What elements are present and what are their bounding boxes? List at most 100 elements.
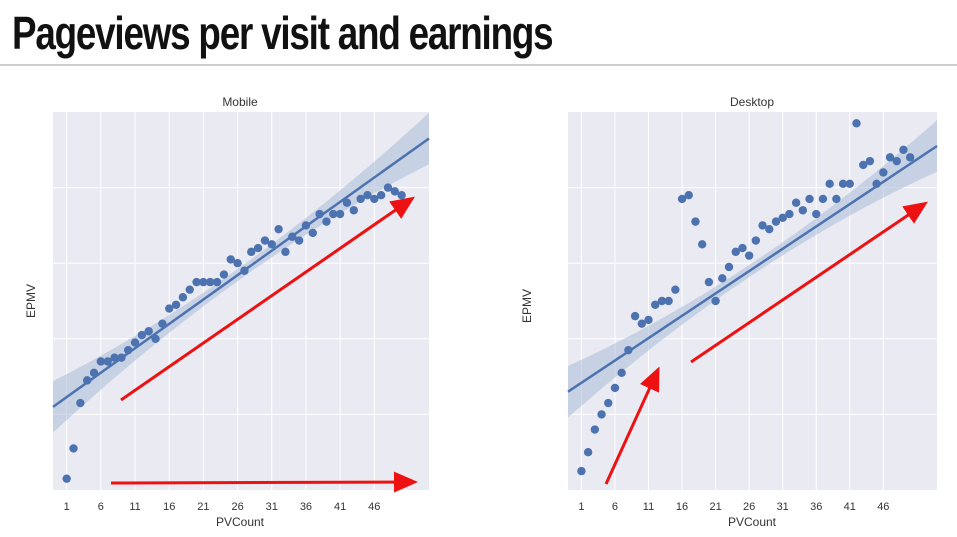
desktop-data-point bbox=[644, 315, 653, 325]
desktop-data-point bbox=[859, 160, 868, 170]
desktop-data-point bbox=[805, 194, 814, 204]
mobile-x-tick-label: 41 bbox=[334, 501, 346, 513]
desktop-data-point bbox=[617, 368, 626, 378]
desktop-data-point bbox=[651, 300, 660, 309]
mobile-arrow-flat bbox=[110, 471, 418, 493]
desktop-data-point bbox=[610, 383, 620, 393]
mobile-data-point bbox=[117, 353, 126, 362]
desktop-data-point bbox=[704, 277, 714, 287]
desktop-data-point bbox=[798, 206, 808, 215]
desktop-arrow-steep bbox=[604, 366, 660, 485]
desktop-data-point bbox=[899, 145, 908, 154]
mobile-data-point bbox=[335, 209, 345, 219]
desktop-data-point bbox=[677, 194, 687, 204]
mobile-chart: Mobile 1 6 11 16 21 26 31 36 41 46 PVCount EPMV bbox=[24, 95, 430, 529]
desktop-chart: Desktop 1 6 11 16 21 26 31 36 41 46 PVCount EPMV bbox=[520, 95, 938, 529]
mobile-data-point bbox=[69, 444, 78, 453]
desktop-x-tick-label: 36 bbox=[810, 501, 822, 513]
desktop-data-point bbox=[657, 296, 667, 306]
mobile-x-tick-label: 46 bbox=[368, 501, 380, 513]
desktop-data-point bbox=[865, 156, 875, 166]
desktop-data-point bbox=[664, 296, 673, 306]
mobile-data-point bbox=[226, 255, 235, 264]
desktop-x-tick-label: 16 bbox=[676, 501, 688, 513]
desktop-data-point bbox=[684, 190, 693, 200]
mobile-data-point bbox=[329, 209, 338, 219]
desktop-data-point bbox=[791, 198, 801, 207]
mobile-data-point bbox=[62, 474, 71, 483]
mobile-data-point bbox=[137, 330, 147, 340]
mobile-data-point bbox=[199, 277, 208, 287]
mobile-data-point bbox=[82, 376, 92, 385]
mobile-data-point bbox=[267, 240, 276, 249]
desktop-data-point bbox=[691, 217, 700, 226]
desktop-x-tick-label: 46 bbox=[877, 501, 889, 513]
mobile-data-point bbox=[308, 228, 317, 238]
desktop-y-axis-label: EPMV bbox=[520, 289, 534, 323]
mobile-x-tick-label: 1 bbox=[64, 501, 70, 513]
desktop-data-point bbox=[697, 240, 707, 249]
desktop-data-point bbox=[577, 466, 586, 476]
desktop-data-point bbox=[758, 221, 767, 230]
desktop-x-tick-label: 41 bbox=[844, 501, 856, 513]
mobile-data-point bbox=[219, 270, 229, 279]
mobile-data-point bbox=[390, 187, 400, 196]
mobile-data-point bbox=[342, 198, 352, 207]
mobile-data-point bbox=[397, 190, 406, 200]
desktop-data-point bbox=[624, 345, 633, 355]
mobile-data-point bbox=[110, 353, 119, 362]
desktop-data-point bbox=[832, 194, 841, 204]
mobile-data-point bbox=[301, 221, 311, 230]
mobile-x-tick-label: 16 bbox=[163, 501, 175, 513]
mobile-data-point bbox=[294, 236, 304, 245]
desktop-data-point bbox=[785, 209, 794, 219]
mobile-data-point bbox=[212, 277, 222, 287]
mobile-data-point bbox=[288, 232, 297, 241]
mobile-data-point bbox=[151, 334, 160, 343]
mobile-x-axis-label: PVCount bbox=[216, 515, 265, 529]
desktop-data-point bbox=[771, 217, 781, 226]
desktop-data-point bbox=[879, 168, 888, 177]
desktop-data-point bbox=[711, 296, 720, 306]
desktop-x-tick-label: 26 bbox=[743, 501, 755, 513]
desktop-data-point bbox=[892, 156, 901, 166]
desktop-x-tick-label: 6 bbox=[612, 501, 618, 513]
desktop-data-point bbox=[604, 398, 613, 408]
desktop-data-point bbox=[765, 224, 774, 234]
mobile-data-point bbox=[247, 247, 256, 257]
mobile-data-point bbox=[356, 194, 365, 204]
desktop-x-tick-label: 21 bbox=[709, 501, 721, 513]
desktop-data-point bbox=[872, 179, 881, 189]
desktop-data-point bbox=[818, 194, 828, 204]
desktop-data-point bbox=[905, 153, 915, 162]
title-divider bbox=[0, 64, 957, 66]
mobile-data-point bbox=[89, 368, 99, 378]
mobile-data-point bbox=[185, 285, 194, 294]
mobile-x-tick-label: 36 bbox=[300, 501, 312, 513]
desktop-x-axis-label: PVCount bbox=[728, 515, 777, 529]
desktop-x-tick-label: 1 bbox=[578, 501, 584, 513]
mobile-data-point bbox=[370, 194, 379, 204]
mobile-x-tick-label: 21 bbox=[197, 501, 209, 513]
mobile-data-point bbox=[233, 259, 242, 268]
desktop-data-point bbox=[731, 247, 740, 257]
mobile-data-point bbox=[260, 236, 270, 245]
mobile-data-point bbox=[165, 304, 174, 313]
desktop-data-point bbox=[724, 262, 734, 272]
mobile-x-tick-label: 26 bbox=[231, 501, 243, 513]
mobile-data-point bbox=[349, 206, 358, 215]
desktop-data-point bbox=[825, 179, 834, 189]
mobile-arrow-trend bbox=[120, 196, 415, 402]
mobile-y-axis-label: EPMV bbox=[24, 284, 38, 318]
desktop-data-point bbox=[583, 448, 593, 457]
desktop-data-point bbox=[718, 274, 727, 283]
desktop-x-tick-label: 31 bbox=[777, 501, 789, 513]
desktop-data-point bbox=[590, 425, 600, 434]
mobile-data-point bbox=[103, 357, 112, 366]
desktop-x-tick-label: 11 bbox=[643, 501, 654, 513]
mobile-x-tick-label: 31 bbox=[266, 501, 278, 513]
mobile-data-point bbox=[206, 277, 215, 287]
mobile-data-point bbox=[76, 398, 85, 408]
mobile-data-point bbox=[274, 224, 283, 234]
